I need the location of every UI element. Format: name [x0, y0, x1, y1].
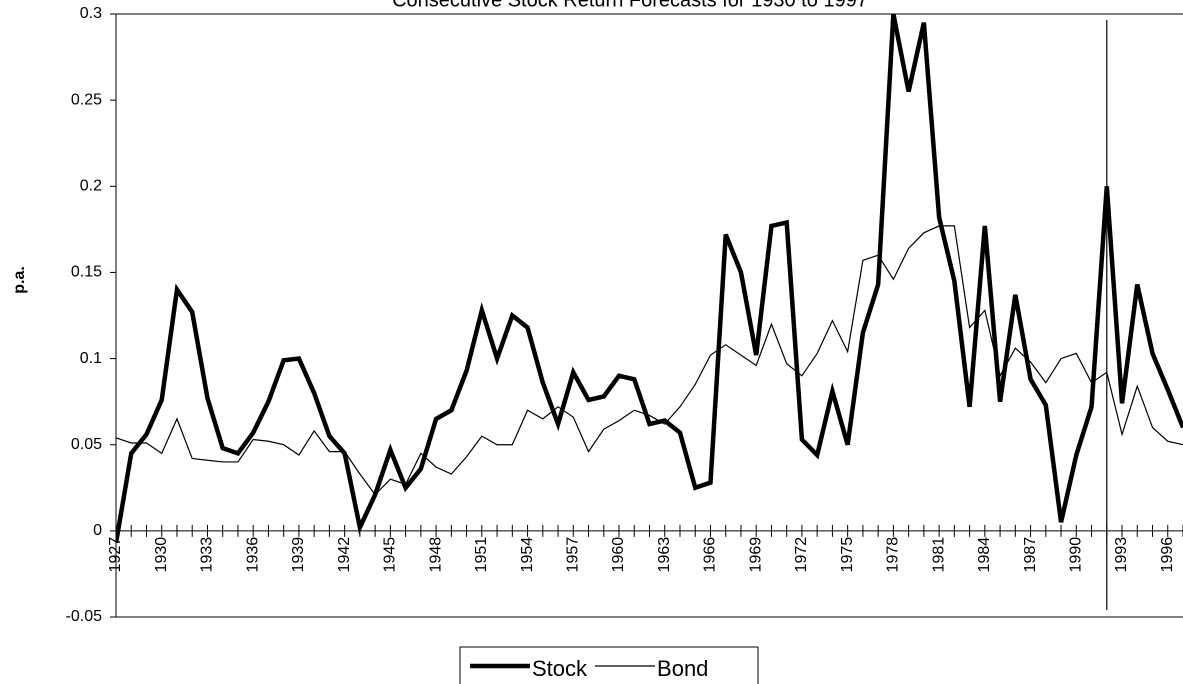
x-tick-label: 1942: [336, 537, 353, 573]
x-tick-label: 1951: [473, 537, 490, 573]
x-tick-label: 1954: [519, 537, 536, 573]
series-line: [116, 225, 1183, 496]
y-tick-label: 0: [93, 522, 102, 539]
legend-label: Stock: [532, 656, 588, 681]
x-tick-label: 1939: [290, 537, 307, 573]
x-tick-label: 1978: [885, 537, 902, 573]
x-tick-label: 1972: [793, 537, 810, 573]
x-tick-label: 1996: [1159, 537, 1176, 573]
y-tick-label: 0.2: [80, 178, 102, 195]
x-tick-label: 1960: [610, 537, 627, 573]
x-tick-label: 1969: [747, 537, 764, 573]
chart-title: Consecutive Stock Return Forecasts for 1…: [392, 0, 868, 11]
x-tick-label: 1990: [1068, 537, 1085, 573]
y-tick-label: 0.05: [71, 436, 102, 453]
x-tick-label: 1936: [244, 537, 261, 573]
x-tick-label: 1945: [382, 537, 399, 573]
x-tick-label: 1948: [427, 537, 444, 573]
legend-label: Bond: [657, 656, 708, 681]
y-tick-label: 0.1: [80, 350, 102, 367]
x-tick-label: 1984: [976, 537, 993, 573]
y-tick-label: 0.15: [71, 264, 102, 281]
x-tick-label: 1987: [1022, 537, 1039, 573]
x-tick-label: 1957: [565, 537, 582, 573]
x-tick-label: 1981: [930, 537, 947, 573]
x-tick-label: 1933: [199, 537, 216, 573]
y-tick-label: 0.25: [71, 91, 102, 108]
y-tick-label: 0.3: [80, 5, 102, 22]
x-tick-label: 1993: [1113, 537, 1130, 573]
series-line: [116, 13, 1183, 544]
x-tick-label: 1963: [656, 537, 673, 573]
x-tick-label: 1975: [839, 537, 856, 573]
x-tick-label: 1966: [702, 537, 719, 573]
y-axis-label: p.a.: [11, 266, 28, 294]
x-tick-label: 1927: [107, 537, 124, 573]
x-tick-label: 1930: [153, 537, 170, 573]
y-tick-label: -0.05: [66, 608, 103, 625]
